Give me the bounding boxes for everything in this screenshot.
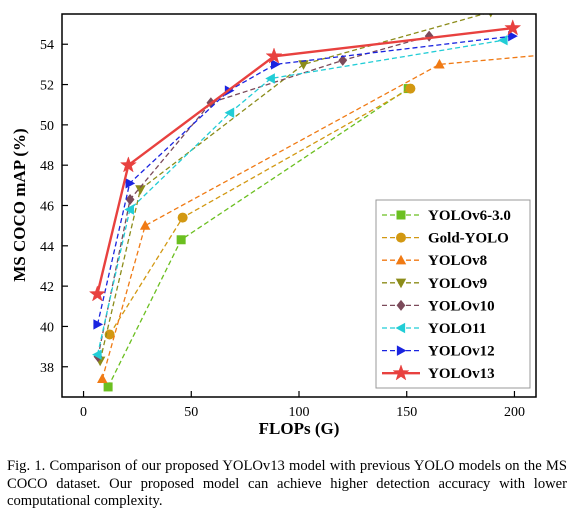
legend-marker xyxy=(396,232,406,243)
x-tick-label: 200 xyxy=(504,405,525,420)
data-point xyxy=(338,54,348,66)
legend-item: YOLOv8 xyxy=(382,253,487,269)
y-tick-label: 54 xyxy=(40,38,54,53)
legend-label: Gold-YOLO xyxy=(428,231,509,247)
series-yolov8 xyxy=(97,54,536,383)
series-line xyxy=(96,39,504,355)
data-point xyxy=(504,19,522,36)
chart: 0 50 100 150 200 38 40 42 44 46 48 50 52 54 FLOPs (G)… xyxy=(10,13,537,438)
legend-label: YOLOv6-3.0 xyxy=(428,208,511,224)
y-tick-label: 44 xyxy=(40,240,54,255)
legend-label: YOLOv13 xyxy=(428,366,495,382)
data-point xyxy=(176,235,186,245)
legend-item: YOLOv9 xyxy=(382,276,487,292)
data-point xyxy=(119,156,137,173)
legend-item: YOLOv6-3.0 xyxy=(382,208,511,224)
data-point xyxy=(265,73,275,84)
y-tick-label: 40 xyxy=(40,320,54,335)
data-point xyxy=(92,349,102,360)
legend-marker xyxy=(396,299,406,311)
data-point xyxy=(88,285,106,302)
legend-box xyxy=(375,199,531,389)
legend-marker xyxy=(392,364,410,381)
series-line xyxy=(99,14,486,361)
series-yolov13 xyxy=(88,19,522,302)
data-point xyxy=(104,329,115,340)
series-line xyxy=(96,26,513,295)
data-point xyxy=(93,319,104,330)
data-point xyxy=(497,34,508,46)
legend-item: Gold-YOLO xyxy=(382,231,509,247)
legend-label: YOLOv9 xyxy=(428,276,487,292)
x-tick-label: 0 xyxy=(80,405,87,420)
data-point xyxy=(265,47,283,64)
data-point xyxy=(298,60,309,70)
legend-label: YOLOv8 xyxy=(428,253,487,269)
legend-label: YOLO11 xyxy=(428,321,486,337)
legend-marker xyxy=(396,210,406,220)
data-point xyxy=(488,14,493,18)
legend-marker xyxy=(396,345,407,356)
legend-label: YOLOv10 xyxy=(428,298,495,314)
data-point xyxy=(139,220,151,230)
series-yolo11 xyxy=(92,34,508,360)
tick-layer: 0 50 100 150 200 38 40 42 44 46 48 50 52 54 xyxy=(40,38,525,420)
data-point xyxy=(125,178,136,189)
data-point xyxy=(103,382,113,392)
series-line xyxy=(107,88,409,388)
x-tick-label: 150 xyxy=(396,405,417,420)
data-point xyxy=(125,193,135,205)
data-point xyxy=(424,30,434,42)
legend-item: YOLOv12 xyxy=(382,344,495,360)
data-point xyxy=(177,212,188,223)
data-point xyxy=(224,107,235,118)
y-tick-label: 38 xyxy=(40,361,54,376)
data-point xyxy=(124,204,134,215)
legend-item: YOLOv13 xyxy=(382,364,495,382)
series-line xyxy=(109,88,411,335)
data-point xyxy=(434,58,445,69)
y-tick-label: 52 xyxy=(40,79,54,94)
x-axis-label: FLOPs (G) xyxy=(259,419,340,438)
legend-item: YOLO11 xyxy=(382,321,486,337)
y-tick-label: 46 xyxy=(40,200,54,215)
series-line xyxy=(97,35,430,357)
y-tick-label: 48 xyxy=(40,159,54,174)
legend-item: YOLOv10 xyxy=(382,298,495,314)
legend-marker xyxy=(395,278,407,289)
y-axis-label: MS COCO mAP (%) xyxy=(10,128,29,281)
legend-label: YOLOv12 xyxy=(428,344,495,360)
x-tick-label: 50 xyxy=(184,405,198,420)
legend-marker xyxy=(395,254,407,265)
data-point xyxy=(270,59,281,70)
y-tick-label: 42 xyxy=(40,280,54,295)
series-layer xyxy=(88,14,536,392)
data-point xyxy=(135,185,146,195)
data-point xyxy=(97,373,108,383)
figure-caption: Fig. 1. Comparison of our proposed YOLOv… xyxy=(7,458,567,509)
series-gold-yolo xyxy=(104,83,416,340)
series-yolov6-3-0 xyxy=(103,84,413,392)
legend-marker xyxy=(395,322,406,334)
x-tick-label: 100 xyxy=(289,405,310,420)
data-point xyxy=(405,83,416,94)
y-tick-label: 50 xyxy=(40,119,54,134)
data-point xyxy=(508,30,518,42)
legend: YOLOv6-3.0 Gold-YOLO YOLOv8 YOLOv9 YOLOv10 YO… xyxy=(375,199,531,389)
